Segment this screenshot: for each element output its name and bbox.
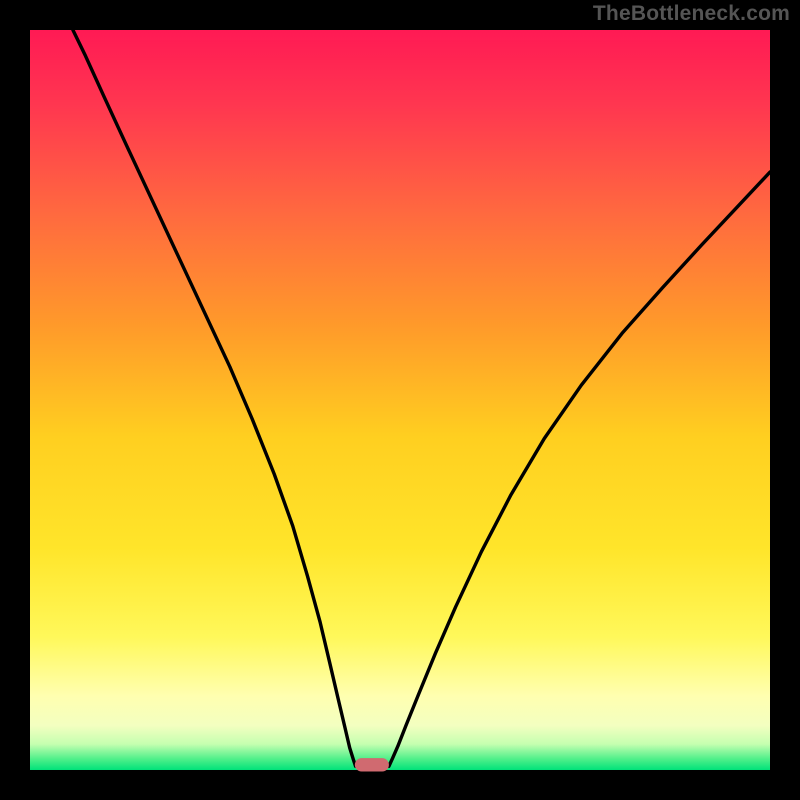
plot-background (30, 30, 770, 770)
bottleneck-chart (0, 0, 800, 800)
sweet-spot-marker (355, 758, 389, 771)
stage: TheBottleneck.com (0, 0, 800, 800)
